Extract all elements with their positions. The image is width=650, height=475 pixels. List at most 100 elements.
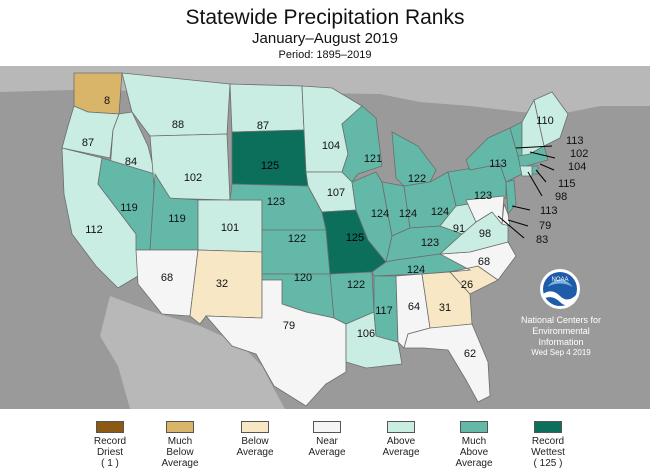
map-area: 8 87 112 84 119 88 102 119 101 68 32 87 125 123 122 120… bbox=[0, 66, 650, 409]
legend-label-line: Average bbox=[382, 447, 420, 458]
state-nj bbox=[505, 179, 517, 216]
legend-label-line: Much bbox=[167, 436, 193, 447]
map-title: Statewide Precipitation Ranks bbox=[185, 6, 465, 29]
rank-label-me: 110 bbox=[536, 115, 554, 127]
legend-label-line: Driest bbox=[96, 447, 124, 458]
leader-line-nh bbox=[529, 151, 556, 159]
rank-label-wy: 102 bbox=[184, 172, 202, 184]
credit-block: National Centers for Environmental Infor… bbox=[521, 315, 601, 357]
legend-swatch bbox=[96, 421, 124, 433]
legend-label-line: ( 1 ) bbox=[101, 458, 119, 469]
rank-label-nh: 102 bbox=[570, 148, 588, 160]
leader-line-md bbox=[497, 215, 525, 239]
rank-label-nj: 113 bbox=[540, 205, 558, 217]
rank-label-ga: 31 bbox=[439, 302, 451, 314]
rank-label-tn: 124 bbox=[407, 264, 425, 276]
state-or bbox=[61, 105, 120, 159]
legend-swatch bbox=[166, 421, 194, 433]
rank-label-al: 64 bbox=[408, 301, 420, 313]
rank-label-ut: 119 bbox=[168, 213, 186, 225]
rank-label-wi: 121 bbox=[364, 153, 382, 165]
leader-lines bbox=[497, 145, 556, 239]
credit-line-1: National Centers for bbox=[521, 315, 601, 325]
rank-label-nc: 68 bbox=[478, 256, 490, 268]
state-ri bbox=[531, 165, 539, 175]
rank-label-il: 124 bbox=[371, 208, 389, 220]
rank-label-in: 124 bbox=[399, 208, 417, 220]
rank-label-ca: 112 bbox=[85, 224, 103, 236]
noaa-logo: NOAA bbox=[540, 269, 580, 309]
leader-line-ma bbox=[539, 163, 555, 171]
rank-label-ia: 107 bbox=[327, 187, 345, 199]
map-subtitle: January–August 2019 bbox=[252, 30, 398, 47]
rank-label-ny: 113 bbox=[489, 158, 507, 170]
rank-label-vt: 113 bbox=[566, 135, 584, 147]
rank-label-sd: 125 bbox=[261, 160, 279, 172]
legend-label-line: Much bbox=[461, 436, 487, 447]
states-layer bbox=[61, 72, 569, 407]
state-md bbox=[465, 195, 505, 226]
legend-swatch bbox=[534, 421, 562, 433]
us-map: 8 87 112 84 119 88 102 119 101 68 32 87 125 123 122 120… bbox=[0, 66, 650, 409]
legend-item-much-below: Much Below Average bbox=[140, 411, 220, 469]
mexico-land bbox=[100, 296, 285, 409]
rank-label-ma: 104 bbox=[568, 161, 586, 173]
rank-label-wa: 8 bbox=[104, 95, 110, 107]
state-wi bbox=[341, 105, 383, 183]
rank-label-sc: 26 bbox=[461, 279, 473, 291]
rank-label-ri: 115 bbox=[558, 178, 576, 190]
state-fl bbox=[403, 323, 491, 403]
leader-line-de bbox=[507, 219, 529, 227]
rank-label-de: 79 bbox=[539, 220, 551, 232]
rank-label-wv: 91 bbox=[453, 223, 465, 235]
credit-line-3: Information bbox=[538, 337, 583, 347]
leader-line-ri bbox=[535, 169, 547, 183]
rank-label-va: 98 bbox=[479, 228, 491, 240]
rank-label-ms: 117 bbox=[375, 305, 393, 317]
legend-label-line: ( 125 ) bbox=[533, 458, 563, 469]
svg-text:NOAA: NOAA bbox=[551, 277, 568, 283]
legend: Record Driest( 1 ) Much Below Average Below Av… bbox=[0, 411, 650, 475]
state-sd bbox=[231, 129, 309, 187]
header: Statewide Precipitation Ranks January–Au… bbox=[0, 0, 650, 66]
legend-swatch bbox=[313, 421, 341, 433]
leader-line-vt bbox=[515, 145, 553, 149]
rank-label-ks: 122 bbox=[288, 233, 306, 245]
map-period: Period: 1895–2019 bbox=[278, 49, 372, 61]
legend-item-below: Below Average bbox=[215, 411, 295, 458]
legend-item-record-driest: Record Driest( 1 ) bbox=[70, 411, 150, 469]
rank-label-co: 101 bbox=[221, 222, 239, 234]
legend-swatch bbox=[241, 421, 269, 433]
legend-swatch bbox=[460, 421, 488, 433]
legend-label-line: Average bbox=[161, 458, 199, 469]
legend-label-line: Average bbox=[236, 447, 274, 458]
rank-label-tx: 79 bbox=[283, 320, 295, 332]
state-ms bbox=[373, 275, 399, 343]
rank-label-ok: 120 bbox=[294, 272, 312, 284]
legend-label-line: Above bbox=[386, 436, 416, 447]
legend-swatch bbox=[387, 421, 415, 433]
rank-label-la: 106 bbox=[357, 328, 375, 340]
leader-line-ct bbox=[527, 171, 543, 197]
rank-label-az: 68 bbox=[161, 272, 173, 284]
legend-label-line: Below bbox=[166, 447, 194, 458]
legend-item-record-wettest: Record Wettest( 125 ) bbox=[508, 411, 588, 469]
rank-label-ky: 123 bbox=[421, 237, 439, 249]
leader-line-nj bbox=[511, 205, 531, 211]
rank-label-mo: 125 bbox=[346, 232, 364, 244]
credit-date: Wed Sep 4 2019 bbox=[531, 348, 591, 357]
legend-label-line: Below bbox=[241, 436, 269, 447]
rank-label-ct: 98 bbox=[555, 191, 567, 203]
rank-label-ne: 123 bbox=[267, 196, 285, 208]
state-wa bbox=[73, 72, 123, 115]
rank-label-ar: 122 bbox=[347, 279, 365, 291]
legend-item-above: Above Average bbox=[361, 411, 441, 458]
legend-label-line: Average bbox=[455, 458, 493, 469]
credit-line-2: Environmental bbox=[532, 326, 590, 336]
rank-labels: 8 87 112 84 119 88 102 119 101 68 32 87 125 123 122 120… bbox=[82, 95, 588, 360]
legend-label-line: Near bbox=[316, 436, 338, 447]
legend-label-line: Above bbox=[459, 447, 489, 458]
rank-label-fl: 62 bbox=[464, 348, 476, 360]
legend-item-much-above: Much Above Average bbox=[434, 411, 514, 469]
legend-label-line: Record bbox=[93, 436, 127, 447]
